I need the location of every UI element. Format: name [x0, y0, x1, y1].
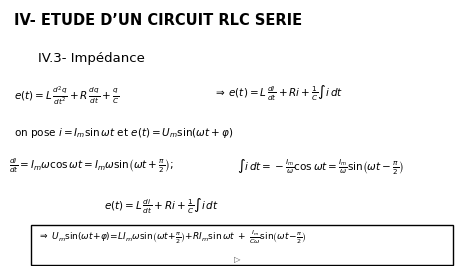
FancyBboxPatch shape	[31, 225, 453, 265]
Text: $\frac{di}{dt} = I_m\omega\cos\omega t = I_m\omega\sin\!\left(\omega t+\frac{\pi: $\frac{di}{dt} = I_m\omega\cos\omega t =…	[9, 157, 174, 175]
Text: $e(t) = L\,\frac{d^2q}{dt^2} + R\,\frac{dq}{dt} + \frac{q}{C}$: $e(t) = L\,\frac{d^2q}{dt^2} + R\,\frac{…	[14, 84, 119, 107]
Text: $\Rightarrow\; U_m\sin(\omega t\!+\!\varphi)\!=\!LI_m\omega\sin\!\left(\omega t\: $\Rightarrow\; U_m\sin(\omega t\!+\!\var…	[38, 229, 306, 246]
Text: IV.3- Impédance: IV.3- Impédance	[38, 52, 145, 65]
Text: on pose $i = I_m\sin\omega t$ et $e(t) = U_m\sin(\omega t+\varphi)$: on pose $i = I_m\sin\omega t$ et $e(t) =…	[14, 126, 234, 140]
Text: $e(t) = L\,\frac{di}{dt} + Ri + \frac{1}{C}\int i\,dt$: $e(t) = L\,\frac{di}{dt} + Ri + \frac{1}…	[104, 197, 219, 216]
Text: IV- ETUDE D’UN CIRCUIT RLC SERIE: IV- ETUDE D’UN CIRCUIT RLC SERIE	[14, 13, 302, 28]
Text: $\rhd$: $\rhd$	[233, 254, 241, 265]
Text: $\int i\,dt = -\frac{I_m}{\omega}\cos\omega t = \frac{I_m}{\omega}\sin\!\left(\o: $\int i\,dt = -\frac{I_m}{\omega}\cos\om…	[237, 157, 404, 177]
Text: $\Rightarrow\; e(t) = L\,\frac{di}{dt} + Ri + \frac{1}{C}\int i\,dt$: $\Rightarrow\; e(t) = L\,\frac{di}{dt} +…	[213, 84, 344, 103]
